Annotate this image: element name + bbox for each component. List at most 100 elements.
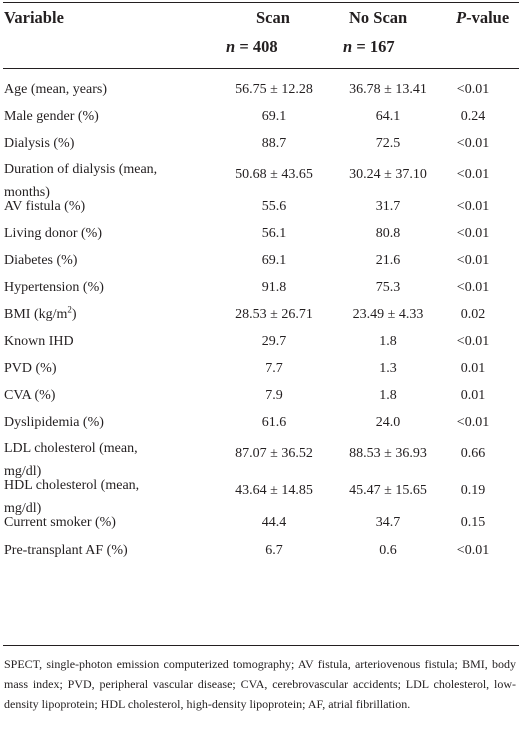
table-row-variable: Pre-transplant AF (%) [4,539,128,562]
table-row-variable: LDL cholesterol (mean, mg/dl) [4,437,138,483]
variable-label: Duration of dialysis (mean, [4,162,158,177]
table-cell-pvalue: 0.01 [460,388,486,403]
table-row-variable: Male gender (%) [4,105,99,128]
table-cell-pvalue: <0.01 [456,199,490,214]
variable-label: Current smoker (%) [4,515,116,530]
table-cell-pvalue: <0.01 [456,253,490,268]
table-cell-pvalue: <0.01 [456,136,490,151]
table-top-rule [3,2,519,3]
table-row-variable: PVD (%) [4,357,57,380]
table-cell-pvalue: <0.01 [456,334,490,349]
variable-label: PVD (%) [4,361,57,376]
variable-label: Known IHD [4,334,74,349]
table-cell-pvalue: 0.24 [460,109,486,124]
table-cell-pvalue: 0.15 [460,515,486,530]
table-cell-pvalue: 0.01 [460,361,486,376]
header-noscan-n-value: = 167 [356,37,395,56]
table-cell-noscan: 0.6 [379,543,397,558]
table-cell-pvalue: 0.19 [460,483,486,498]
table-cell-pvalue: <0.01 [456,543,490,558]
variable-label: Dyslipidemia (%) [4,415,104,430]
header-noscan-n: n = 167 [343,37,395,57]
variable-label: Dialysis (%) [4,136,75,151]
table-cell-scan: 69.1 [261,253,287,268]
header-variable: Variable [4,8,64,27]
table-cell-scan: 7.9 [265,388,283,403]
table-cell-noscan: 23.49 ± 4.33 [352,307,424,322]
table-row-variable: BMI (kg/m2) [4,303,77,326]
table-cell-scan: 43.64 ± 14.85 [235,483,313,498]
variable-label-line2: mg/dl) [4,464,42,479]
header-pvalue-p: P [456,8,467,27]
table-header-rule [3,68,519,69]
table-cell-noscan: 21.6 [375,253,401,268]
table-cell-noscan: 80.8 [375,226,401,241]
table-row-variable: Duration of dialysis (mean, months) [4,158,157,204]
table-cell-noscan: 1.3 [379,361,397,376]
table-cell-pvalue: <0.01 [456,280,490,295]
table-cell-scan: 61.6 [261,415,287,430]
variable-label: CVA (%) [4,388,56,403]
table-cell-noscan: 64.1 [375,109,401,124]
table-cell-pvalue: <0.01 [456,82,490,97]
table-row-variable: Dialysis (%) [4,132,74,155]
variable-label: Living donor (%) [4,226,102,241]
table-cell-noscan: 34.7 [375,515,401,530]
table-cell-noscan: 72.5 [375,136,401,151]
variable-label: Age (mean, years) [4,82,108,97]
table-row-variable: AV fistula (%) [4,195,85,218]
header-scan-n: n = 408 [226,37,278,57]
header-scan-n-value: = 408 [239,37,278,56]
table-cell-noscan: 88.53 ± 36.93 [349,446,427,461]
header-scan-n-label: n [226,37,236,56]
table-cell-noscan: 31.7 [375,199,401,214]
variable-label: LDL cholesterol (mean, [4,441,138,456]
table-cell-scan: 88.7 [261,136,287,151]
variable-superscript: 2 [67,304,72,315]
table-cell-noscan: 30.24 ± 37.10 [349,167,427,182]
table-cell-scan: 44.4 [261,515,287,530]
table-row-variable: HDL cholesterol (mean, mg/dl) [4,474,139,520]
header-pvalue-rest: -value [466,8,510,27]
variable-label-line2: months) [4,185,50,200]
table-cell-noscan: 75.3 [375,280,401,295]
variable-label: AV fistula (%) [4,199,86,214]
header-noscan: No Scan [349,8,408,27]
header-pvalue: P-value [456,8,509,28]
table-cell-noscan: 1.8 [379,334,397,349]
table-cell-pvalue: <0.01 [456,415,490,430]
table-cell-noscan: 36.78 ± 13.41 [349,82,427,97]
variable-label-tail: ) [71,307,77,322]
variable-label: BMI (kg/m [4,307,68,322]
table-row-variable: CVA (%) [4,384,55,407]
variable-label: Pre-transplant AF (%) [4,543,128,558]
table-cell-scan: 56.75 ± 12.28 [235,82,313,97]
table-cell-scan: 6.7 [265,543,283,558]
table-cell-scan: 87.07 ± 36.52 [235,446,313,461]
table-cell-pvalue: <0.01 [456,167,490,182]
table-cell-pvalue: <0.01 [456,226,490,241]
table-cell-pvalue: 0.02 [460,307,486,322]
table-cell-scan: 55.6 [261,199,287,214]
variable-label: HDL cholesterol (mean, [4,478,140,493]
table-row-variable: Dyslipidemia (%) [4,411,104,434]
table-cell-scan: 29.7 [261,334,287,349]
table-footnote: SPECT, single-photon emission computeriz… [4,657,516,711]
table-cell-scan: 7.7 [265,361,283,376]
table-cell-scan: 28.53 ± 26.71 [235,307,313,322]
variable-label: Male gender (%) [4,109,99,124]
table-row-variable: Living donor (%) [4,222,102,245]
table-bottom-rule [3,645,519,646]
table-cell-pvalue: 0.66 [460,446,486,461]
table-row-variable: Hypertension (%) [4,276,104,299]
table-cell-scan: 69.1 [261,109,287,124]
variable-label: Hypertension (%) [4,280,104,295]
header-noscan-n-label: n [343,37,353,56]
table-cell-noscan: 1.8 [379,388,397,403]
variable-label: Diabetes (%) [4,253,78,268]
table-row-variable: Current smoker (%) [4,511,116,534]
table-row-variable: Known IHD [4,330,74,353]
variable-label-line2: mg/dl) [4,501,42,516]
header-scan: Scan [256,8,290,27]
table-cell-scan: 91.8 [261,280,287,295]
